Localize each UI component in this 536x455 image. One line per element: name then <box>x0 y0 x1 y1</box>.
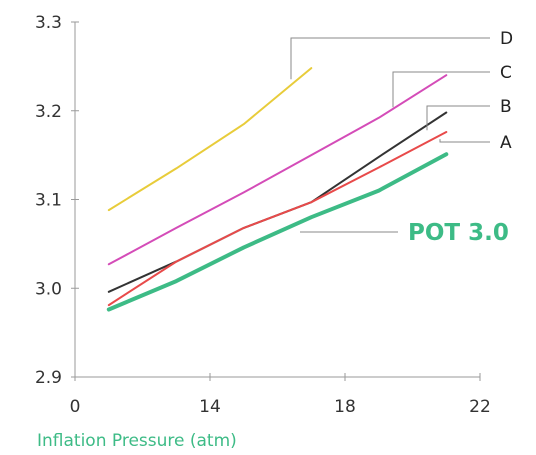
x-tick-label: 14 <box>199 397 221 417</box>
series-line-d <box>107 67 313 212</box>
series-label: C <box>500 63 512 83</box>
callout-line <box>392 71 490 108</box>
axes: 2.9 3.0 3.1 3.2 3.3 0 14 18 22 <box>35 13 491 417</box>
callout-line <box>439 139 490 143</box>
series-line-pot-3-0 <box>106 152 449 312</box>
series-line-b <box>107 111 448 293</box>
x-axis-title: Inflation Pressure (atm) <box>37 431 237 451</box>
x-tick-label: 22 <box>469 397 491 417</box>
series-label: B <box>500 97 512 117</box>
series-label: D <box>500 29 513 49</box>
callout-line <box>426 105 490 131</box>
y-tick-label: 3.3 <box>35 13 62 33</box>
series-label-highlight: POT 3.0 <box>408 220 509 246</box>
y-tick-label: 3.1 <box>35 191 62 211</box>
y-tick-label: 2.9 <box>35 368 62 388</box>
callout-line <box>290 37 490 80</box>
series-layer <box>106 67 449 312</box>
x-tick-label: 0 <box>70 397 81 417</box>
y-tick-label: 3.2 <box>35 102 62 122</box>
y-tick-label: 3.0 <box>35 279 62 299</box>
series-line-a <box>107 131 448 307</box>
x-tick-label: 18 <box>334 397 356 417</box>
series-line-c <box>107 74 448 266</box>
series-label: A <box>500 133 512 153</box>
